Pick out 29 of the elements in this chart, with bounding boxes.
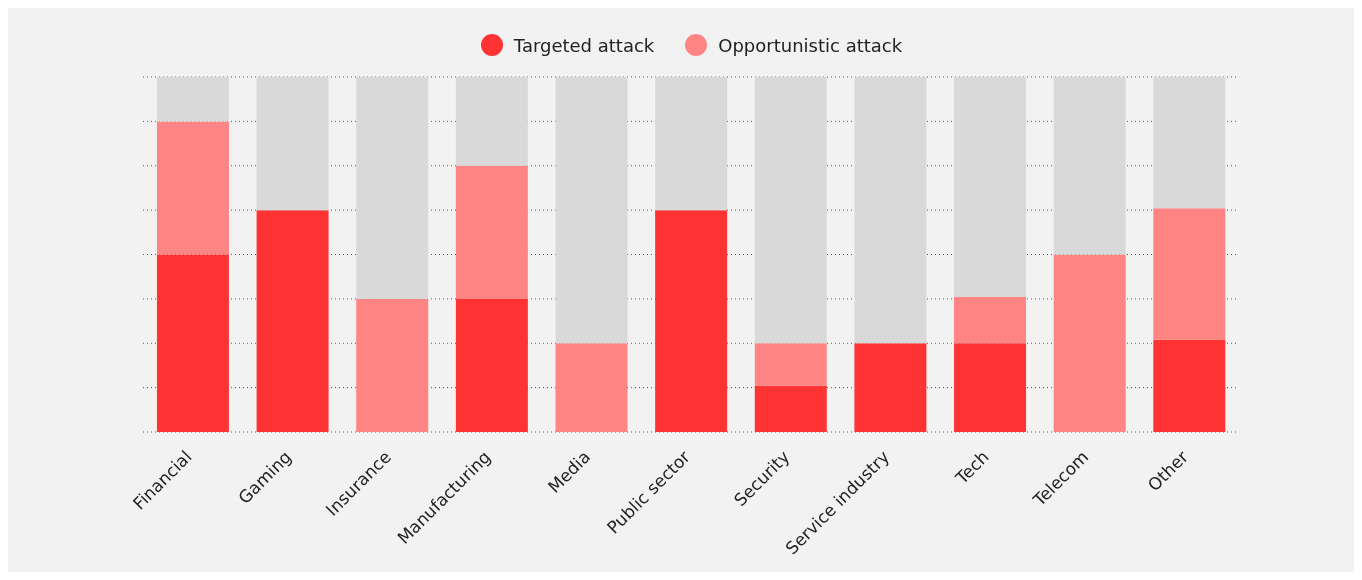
bar (156, 77, 229, 122)
bar (1153, 77, 1226, 209)
bar (256, 210, 329, 432)
bar (1053, 77, 1126, 255)
bar (455, 77, 528, 166)
bar (356, 77, 429, 299)
bar (954, 343, 1027, 432)
bar (754, 77, 827, 344)
bar (455, 165, 528, 299)
bar (854, 77, 927, 344)
bar (356, 298, 429, 432)
bar (156, 254, 229, 432)
legend-label: Opportunistic attack (718, 34, 903, 56)
legend-label: Targeted attack (513, 34, 655, 56)
bar (555, 343, 628, 432)
bar (655, 77, 728, 211)
bar (555, 77, 628, 344)
bar (954, 77, 1027, 298)
bar (156, 121, 229, 255)
bar (655, 210, 728, 432)
bar (1153, 208, 1226, 340)
bar (954, 297, 1027, 344)
bar (854, 343, 927, 432)
bar (754, 385, 827, 432)
bar (1053, 254, 1126, 432)
bar (1153, 339, 1226, 432)
bar (256, 77, 329, 211)
bar (455, 298, 528, 432)
bar (754, 343, 827, 386)
